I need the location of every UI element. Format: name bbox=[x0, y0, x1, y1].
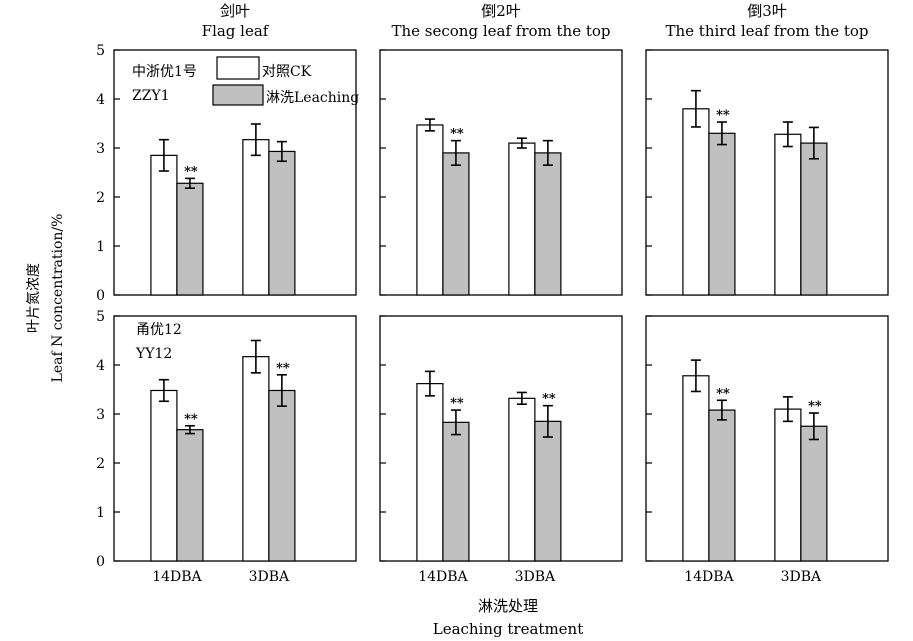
panel-r0-c0: 0 1 2 3 4 5 ** bbox=[96, 43, 357, 304]
bar-leaching-14dba bbox=[708, 132, 736, 296]
significance-mark: ** bbox=[716, 108, 730, 123]
bar-leaching-14dba bbox=[442, 421, 470, 562]
column-title-en-third-leaf: The third leaf from the top bbox=[665, 22, 868, 40]
significance-mark: ** bbox=[450, 127, 464, 142]
legend: 对照CK 淋洗Leaching bbox=[212, 56, 359, 106]
y-tick-label: 2 bbox=[96, 190, 105, 206]
panel-r1-c0: 0 1 2 3 4 5 ** 14DBA ** 3DBA bbox=[96, 309, 357, 585]
bar-ck-14dba bbox=[150, 154, 178, 296]
cultivar-label-en-zzy1: ZZY1 bbox=[132, 88, 170, 104]
column-title-en-flag-leaf: Flag leaf bbox=[202, 22, 270, 40]
bar-leaching-14dba bbox=[442, 152, 470, 296]
bar-ck-14dba bbox=[682, 108, 710, 296]
bar-ck-3dba bbox=[242, 139, 270, 296]
x-tick-label-14dba: 14DBA bbox=[418, 569, 468, 585]
column-title-en-second-leaf: The secong leaf from the top bbox=[391, 22, 610, 40]
significance-mark: ** bbox=[450, 396, 464, 411]
bar-leaching-3dba bbox=[268, 150, 296, 296]
cultivar-label-cn-yy12: 甬优12 bbox=[136, 322, 182, 338]
y-tick-label: 5 bbox=[96, 43, 105, 59]
bar-ck-14dba bbox=[416, 383, 444, 562]
panel-frame bbox=[113, 315, 357, 562]
panels: 012345******012345**14DBA**3DBA**14DBA**… bbox=[96, 43, 889, 585]
y-tick-label: 1 bbox=[96, 239, 105, 255]
legend-label-ck: 对照CK bbox=[262, 64, 312, 80]
y-tick-label: 2 bbox=[96, 456, 105, 472]
significance-mark: ** bbox=[184, 412, 198, 427]
bar-leaching-3dba bbox=[268, 389, 296, 562]
bar-ck-3dba bbox=[242, 356, 270, 562]
y-tick-label: 3 bbox=[96, 407, 105, 423]
significance-mark: ** bbox=[808, 399, 822, 414]
panel-frame bbox=[113, 49, 357, 296]
significance-mark: ** bbox=[542, 392, 556, 407]
bar-leaching-3dba bbox=[800, 142, 828, 296]
y-tick-label: 3 bbox=[96, 141, 105, 157]
panel-r1-c1: ** 14DBA ** 3DBA bbox=[379, 315, 623, 585]
x-tick-label-3dba: 3DBA bbox=[249, 569, 290, 585]
x-axis-title-cn: 淋洗处理 bbox=[478, 597, 538, 615]
significance-mark: ** bbox=[716, 386, 730, 401]
bar-leaching-3dba bbox=[534, 152, 562, 296]
bar-leaching-3dba bbox=[800, 425, 828, 562]
panel-frame bbox=[379, 315, 623, 562]
column-title-cn-flag-leaf: 剑叶 bbox=[220, 2, 250, 20]
bar-ck-3dba bbox=[774, 408, 802, 562]
y-tick-label: 4 bbox=[96, 92, 105, 108]
y-tick-label: 1 bbox=[96, 505, 105, 521]
bar-leaching-3dba bbox=[534, 420, 562, 562]
panel-frame bbox=[379, 49, 623, 296]
y-tick-label: 0 bbox=[96, 554, 105, 570]
legend-swatch-leaching bbox=[212, 84, 264, 106]
legend-label-leaching: 淋洗Leaching bbox=[266, 90, 359, 106]
bar-ck-3dba bbox=[508, 142, 536, 296]
cultivar-label-cn-zzy1: 中浙优1号 bbox=[132, 64, 197, 80]
significance-mark: ** bbox=[184, 164, 198, 179]
x-tick-label-14dba: 14DBA bbox=[152, 569, 202, 585]
bar-ck-3dba bbox=[774, 133, 802, 296]
y-tick-label: 0 bbox=[96, 288, 105, 304]
bar-leaching-14dba bbox=[708, 409, 736, 562]
bar-leaching-14dba bbox=[176, 182, 204, 296]
x-tick-label-3dba: 3DBA bbox=[781, 569, 822, 585]
y-axis-title-en: Leaf N concentration/% bbox=[50, 214, 66, 383]
bar-ck-14dba bbox=[416, 124, 444, 296]
panel-frame bbox=[645, 315, 889, 562]
bar-ck-14dba bbox=[150, 389, 178, 562]
panel-r0-c2: ** bbox=[645, 49, 889, 296]
column-title-cn-second-leaf: 倒2叶 bbox=[481, 2, 521, 20]
cultivar-label-en-yy12: YY12 bbox=[135, 346, 172, 362]
panel-r0-c1: ** bbox=[379, 49, 623, 296]
panel-frame bbox=[645, 49, 889, 296]
x-tick-label-14dba: 14DBA bbox=[684, 569, 734, 585]
panel-r1-c2: ** 14DBA ** 3DBA bbox=[645, 315, 889, 585]
significance-mark: ** bbox=[276, 361, 290, 376]
bar-ck-14dba bbox=[682, 375, 710, 562]
y-tick-label: 5 bbox=[96, 309, 105, 325]
column-title-cn-third-leaf: 倒3叶 bbox=[747, 2, 787, 20]
legend-swatch-ck bbox=[216, 56, 260, 80]
x-tick-label-3dba: 3DBA bbox=[515, 569, 556, 585]
x-axis-title-en: Leaching treatment bbox=[433, 620, 584, 638]
y-tick-label: 4 bbox=[96, 358, 105, 374]
bar-ck-3dba bbox=[508, 397, 536, 562]
bar-leaching-14dba bbox=[176, 429, 204, 562]
y-axis-title-cn: 叶片氮浓度 bbox=[26, 263, 42, 333]
